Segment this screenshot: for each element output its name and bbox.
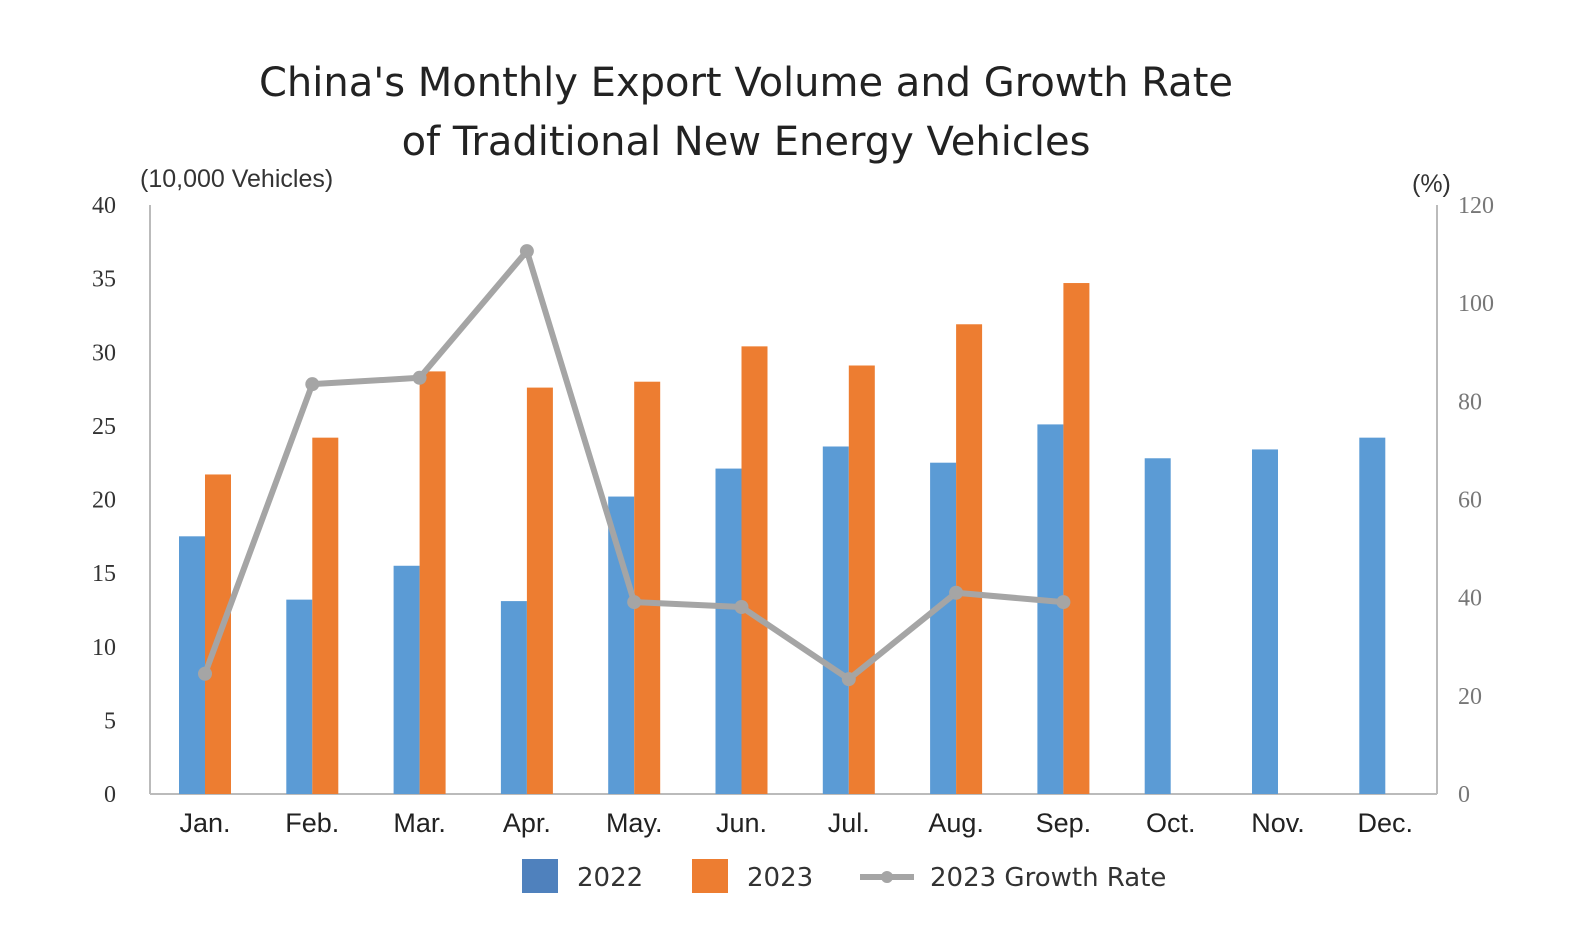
left-tick-label: 0 [104,782,116,808]
bar-2022 [179,536,205,794]
growth-rate-point [841,672,856,687]
right-axis-unit: (%) [1412,170,1451,198]
category-label: Sep. [1036,808,1092,838]
bar-2023 [741,346,768,794]
bar-2022 [715,468,742,794]
category-label: Mar. [393,808,446,838]
right-tick-label: 0 [1458,782,1470,808]
bar-2023 [526,387,553,794]
bar-2023 [848,365,875,794]
right-tick-label: 60 [1458,488,1482,514]
growth-rate-point [519,244,534,259]
bar-2023 [956,324,983,794]
left-tick-label: 15 [92,561,116,587]
legend-swatch-2023 [692,859,728,893]
left-tick-label: 10 [92,635,116,661]
category-label: Aug. [928,808,984,838]
right-tick-label: 80 [1458,389,1482,415]
bar-2023 [634,381,661,794]
left-tick-label: 40 [92,193,116,219]
legend-label-2022: 2022 [577,863,643,893]
right-tick-label: 20 [1458,684,1482,710]
growth-rate-point [412,370,427,385]
chart-title-line-2: of Traditional New Energy Vehicles [402,119,1091,165]
left-tick-label: 5 [104,708,116,734]
category-label: Jan. [179,808,230,838]
bar-2022 [608,496,635,794]
bar-2022 [822,446,849,794]
category-label: Jul. [828,808,870,838]
growth-rate-point [949,585,964,600]
bar-2022 [393,565,420,794]
legend-marker-growth [881,871,893,883]
legend-label-2023: 2023 [747,863,813,893]
category-label: May. [606,808,663,838]
left-tick-label: 25 [92,414,116,440]
bar-2023 [419,371,446,794]
bar-2022 [500,601,527,794]
bar-2023 [312,437,339,794]
left-tick-label: 35 [92,267,116,293]
bar-2022 [930,462,957,794]
right-tick-label: 120 [1458,193,1494,219]
category-label: Dec. [1358,808,1414,838]
category-label: Jun. [716,808,767,838]
growth-rate-point [198,666,212,681]
right-tick-label: 100 [1458,291,1494,317]
legend: 2022 2023 2023 Growth Rate [522,859,1166,893]
left-axis-unit: (10,000 Vehicles) [140,165,333,193]
chart-title-line-1: China's Monthly Export Volume and Growth… [259,60,1233,106]
bar-2022 [1252,449,1278,794]
growth-rate-point [305,377,320,392]
growth-rate-point [734,599,749,614]
bar-2023 [1063,283,1090,794]
category-label: Nov. [1251,808,1305,838]
category-label: Oct. [1146,808,1196,838]
legend-swatch-2022 [522,859,558,893]
left-tick-label: 20 [92,488,116,514]
category-label: Feb. [285,808,339,838]
left-tick-label: 30 [92,340,116,366]
bar-2022 [1359,437,1386,794]
category-label: Apr. [503,808,551,838]
bar-2022 [1037,424,1064,794]
legend-label-growth: 2023 Growth Rate [930,863,1166,893]
growth-rate-point [627,595,642,610]
bar-2022 [1144,458,1171,794]
bar-2022 [286,599,313,794]
growth-rate-point [1056,595,1071,610]
right-tick-label: 40 [1458,586,1482,612]
